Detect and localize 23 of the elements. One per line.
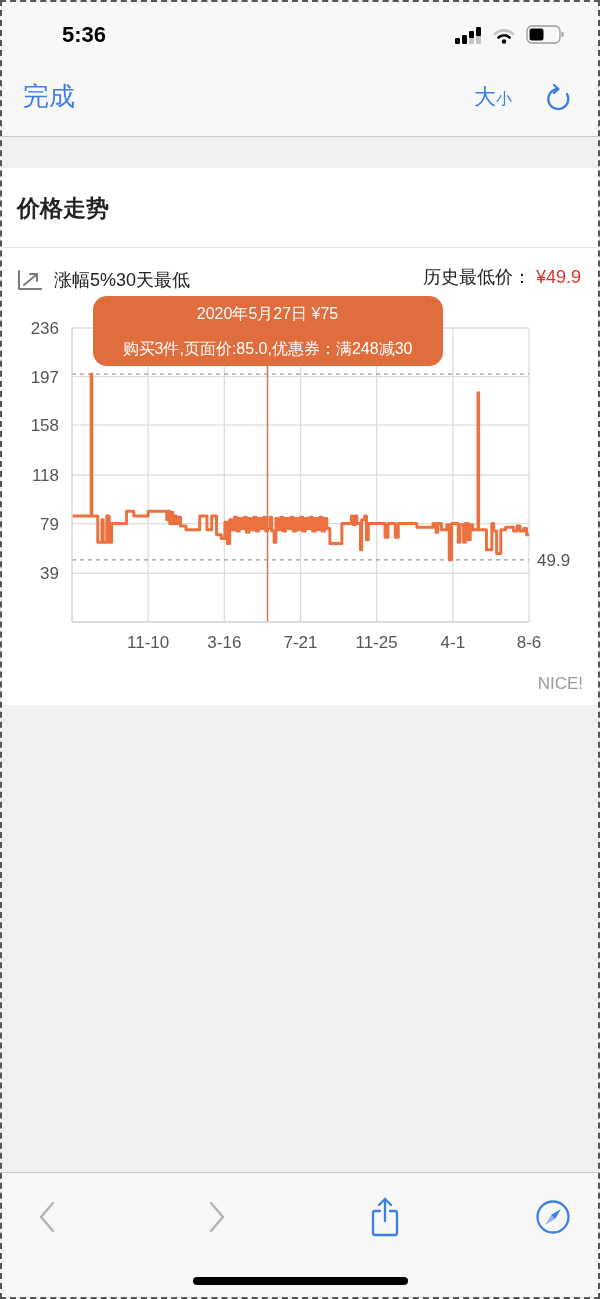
text: 大小 [474,83,512,111]
annotation: 购买3件,页面价:85.0,优惠券：满248减30 [122,339,413,359]
y-tick-label: 79 [40,514,59,534]
chart-title: 价格走势 [17,194,109,222]
chart-subtitle: 涨幅5%30天最低 [54,269,191,291]
y-tick-label: 39 [40,564,59,584]
y-tick-label: 197 [30,367,59,387]
text: 5:36 [62,21,107,49]
x-tick-label: 8-6 [516,633,542,653]
text: 历史最低价： [423,267,531,289]
text: ¥49.9 [536,267,582,289]
y-tick-label: 118 [31,466,59,486]
x-tick-label: 3-16 [207,633,242,653]
ref-line-label: 49.9 [537,550,571,570]
text: NICE! [537,673,583,695]
x-tick-label: 11-25 [355,633,398,653]
x-tick-label: 11-10 [127,633,170,653]
x-tick-label: 4-1 [440,633,466,653]
x-tick-label: 7-21 [283,633,318,653]
text: 完成 [23,81,75,113]
text: 2020年5月27日 ¥75 [196,304,339,324]
y-tick-label: 236 [30,319,59,339]
y-tick-label: 158 [30,416,59,436]
